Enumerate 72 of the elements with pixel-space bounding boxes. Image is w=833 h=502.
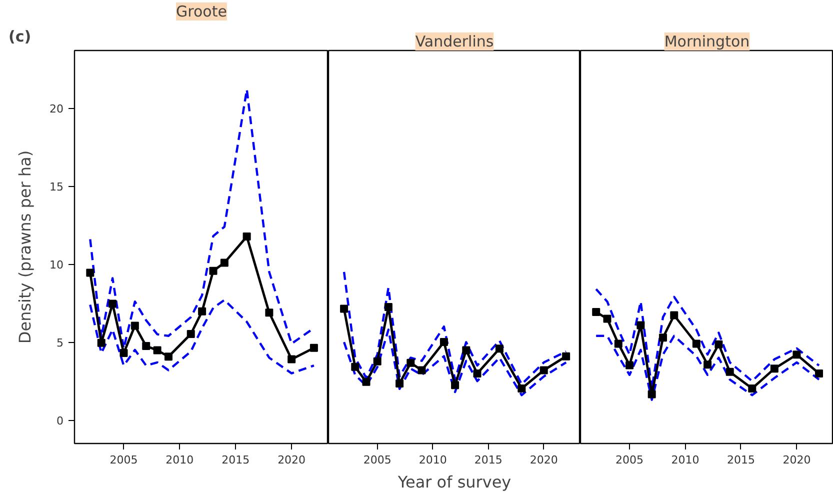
point: [142, 342, 150, 350]
point: [153, 346, 162, 354]
chart-title: Groote: [176, 2, 227, 20]
point: [451, 381, 460, 390]
point: [440, 338, 448, 346]
y-tick-label: 5: [56, 336, 64, 350]
point: [714, 340, 723, 348]
point: [748, 384, 756, 392]
point: [418, 366, 426, 374]
chart-title: Vanderlins: [415, 32, 494, 50]
point: [384, 303, 392, 312]
x-tick-label: 2005: [363, 454, 392, 466]
point: [120, 349, 128, 358]
point: [186, 330, 195, 338]
point: [658, 334, 667, 342]
point: [704, 360, 712, 369]
x-tick-label: 2010: [418, 454, 447, 466]
point: [373, 357, 382, 366]
point: [670, 311, 678, 320]
point: [726, 368, 734, 376]
point: [396, 379, 404, 388]
x-tick-label: 2010: [166, 454, 194, 466]
x-tick-label: 2005: [110, 454, 138, 466]
point: [108, 300, 117, 308]
text: (c): [8, 28, 32, 46]
point: [473, 369, 482, 378]
point: [792, 350, 801, 359]
x-tick-label: 2015: [474, 454, 502, 466]
point: [540, 366, 548, 374]
y-axis-title: Density (prawns per ha): [16, 150, 35, 344]
point: [614, 340, 622, 348]
point: [592, 308, 600, 316]
point: [242, 232, 251, 241]
point: [209, 266, 218, 275]
x-tick-label: 2005: [616, 454, 644, 466]
point: [362, 378, 370, 386]
point: [562, 352, 570, 360]
point: [636, 321, 645, 330]
point: [692, 340, 700, 348]
point: [288, 355, 296, 364]
y-tick-label: 15: [50, 180, 64, 194]
point: [130, 322, 139, 330]
line-series: [89, 298, 316, 374]
point: [220, 258, 228, 267]
point: [265, 308, 274, 317]
x-tick-label: 2015: [726, 454, 755, 466]
point: [340, 304, 348, 313]
point: [86, 268, 94, 277]
x-axis-title: Year of survey: [396, 472, 512, 492]
point: [815, 369, 824, 378]
x-tick-label: 2015: [222, 454, 250, 466]
x-tick-label: 2020: [782, 454, 811, 466]
point: [770, 364, 778, 373]
point: [97, 338, 106, 347]
y-tick-label: 10: [50, 258, 64, 272]
point: [406, 358, 415, 367]
point: [518, 384, 526, 392]
y-tick-label: 20: [50, 102, 64, 116]
point: [648, 390, 656, 398]
point: [164, 352, 172, 361]
x-tick-label: 2020: [530, 454, 558, 466]
chart-title: Mornington: [664, 32, 750, 50]
point: [351, 362, 360, 371]
point: [310, 344, 318, 352]
point: [462, 346, 470, 354]
x-tick-label: 2020: [278, 454, 306, 466]
point: [495, 344, 504, 353]
point: [603, 314, 612, 323]
x-tick-label: 2010: [671, 454, 700, 466]
point: [198, 307, 206, 316]
y-tick-label: 0: [56, 414, 64, 428]
point: [626, 361, 634, 370]
